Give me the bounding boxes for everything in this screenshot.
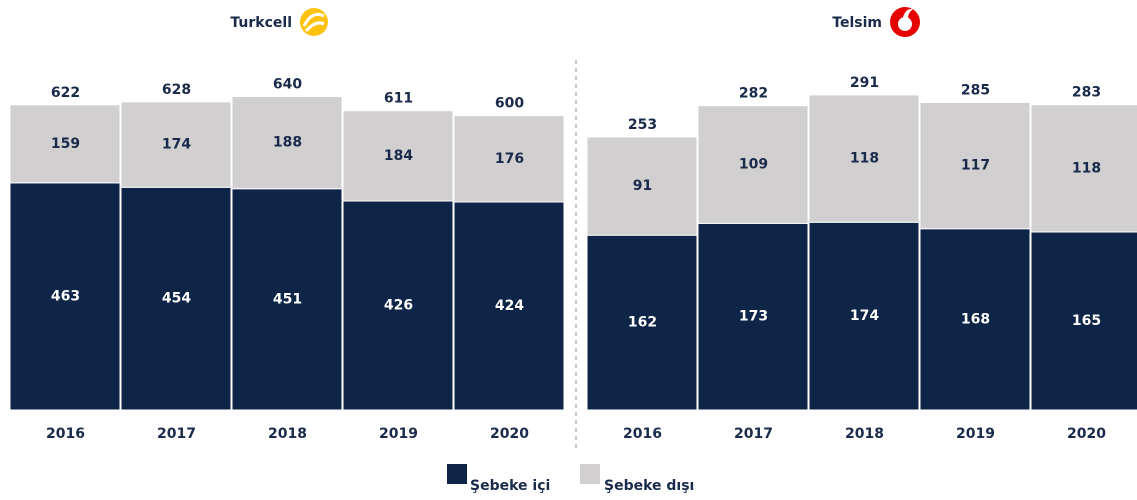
legend-swatch bbox=[447, 464, 467, 484]
x-tick-label: 2018 bbox=[845, 426, 884, 442]
turkcell-logo bbox=[300, 8, 328, 36]
bar-segment bbox=[808, 94, 920, 223]
bar-segment bbox=[919, 228, 1031, 411]
total-label: 611 bbox=[384, 91, 413, 107]
bar-segment bbox=[697, 105, 809, 224]
x-tick-label: 2018 bbox=[268, 426, 307, 442]
data-label: 174 bbox=[850, 308, 879, 324]
x-tick-label: 2020 bbox=[1067, 426, 1106, 442]
data-label: 173 bbox=[739, 309, 768, 325]
data-label: 168 bbox=[961, 311, 990, 327]
legend-label: Şebeke dışı bbox=[604, 478, 694, 494]
x-tick-label: 2016 bbox=[46, 426, 85, 442]
data-label: 451 bbox=[273, 291, 302, 307]
bar-segment bbox=[120, 186, 232, 411]
data-label: 454 bbox=[162, 291, 191, 307]
bar-segment bbox=[231, 95, 343, 190]
bar-segment bbox=[9, 104, 121, 184]
bar-segment bbox=[1030, 231, 1137, 411]
data-label: 176 bbox=[495, 151, 524, 167]
bar-segment bbox=[919, 101, 1031, 230]
total-label: 282 bbox=[739, 86, 768, 102]
data-label: 159 bbox=[51, 136, 80, 152]
bar-segment bbox=[808, 221, 920, 411]
chart-title: Telsim bbox=[832, 15, 882, 31]
total-label: 622 bbox=[51, 85, 80, 101]
bar-segment bbox=[453, 201, 565, 411]
total-label: 640 bbox=[273, 76, 302, 92]
total-label: 253 bbox=[628, 117, 657, 133]
legend-label: Şebeke içi bbox=[470, 478, 550, 494]
total-label: 285 bbox=[961, 82, 990, 98]
total-label: 628 bbox=[162, 82, 191, 98]
bar-segment bbox=[453, 115, 565, 203]
data-label: 118 bbox=[1072, 160, 1101, 176]
bar-segment bbox=[697, 222, 809, 411]
data-label: 109 bbox=[739, 157, 768, 173]
x-tick-label: 2017 bbox=[734, 426, 773, 442]
data-label: 463 bbox=[51, 288, 80, 304]
data-label: 162 bbox=[628, 315, 657, 331]
total-label: 283 bbox=[1072, 85, 1101, 101]
bar-segment bbox=[120, 101, 232, 188]
x-tick-label: 2020 bbox=[490, 426, 529, 442]
x-tick-label: 2019 bbox=[379, 426, 418, 442]
data-label: 184 bbox=[384, 148, 413, 164]
data-label: 165 bbox=[1072, 313, 1101, 329]
x-tick-label: 2017 bbox=[157, 426, 196, 442]
bar-segment bbox=[342, 200, 454, 411]
bar-segment bbox=[1030, 104, 1137, 233]
chart-title: Turkcell bbox=[230, 15, 292, 31]
vodafone-logo bbox=[890, 7, 920, 37]
bar-segment bbox=[231, 188, 343, 411]
bar-segment bbox=[9, 182, 121, 411]
bar-segment bbox=[586, 136, 698, 236]
data-label: 91 bbox=[633, 178, 652, 194]
bar-segment bbox=[586, 234, 698, 411]
x-tick-label: 2016 bbox=[623, 426, 662, 442]
data-label: 426 bbox=[384, 297, 413, 313]
data-label: 117 bbox=[961, 158, 990, 174]
data-label: 118 bbox=[850, 151, 879, 167]
data-label: 424 bbox=[495, 298, 524, 314]
total-label: 600 bbox=[495, 96, 524, 112]
data-label: 174 bbox=[162, 137, 191, 153]
data-label: 188 bbox=[273, 135, 302, 151]
legend-swatch bbox=[580, 464, 600, 484]
total-label: 291 bbox=[850, 75, 879, 91]
x-tick-label: 2019 bbox=[956, 426, 995, 442]
bar-segment bbox=[342, 110, 454, 202]
